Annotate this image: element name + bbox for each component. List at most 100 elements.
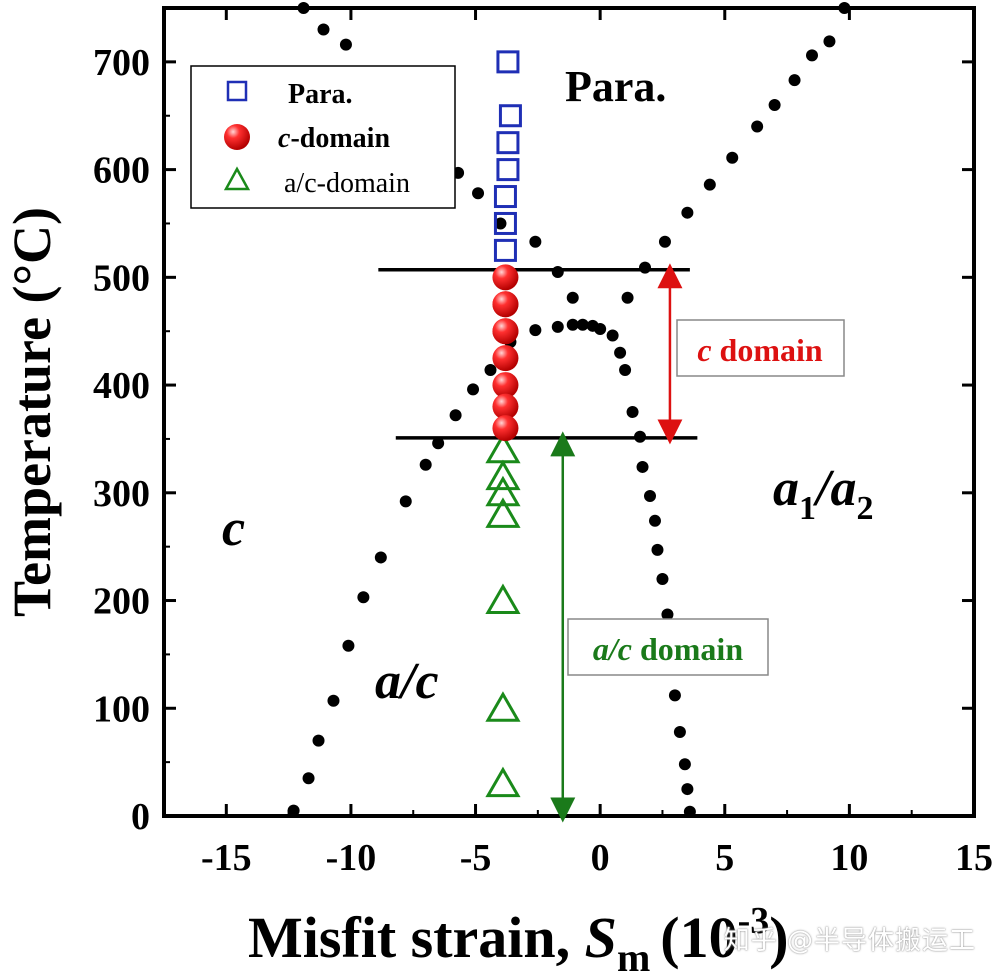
arrows-group [550,263,683,823]
reference-lines-group [378,268,698,440]
boundary-point [566,291,579,304]
boundary-point [432,437,445,450]
boundary-point [681,783,694,796]
c-domain-point [492,345,519,372]
ac-domain-annotation: a/c domain [567,618,769,676]
legend-para-marker [226,80,248,102]
boundary-point [357,591,370,604]
x-tick-group: -15 -10 -5 0 5 10 15 [163,8,993,879]
x-axis-title: Misfit strain, Sm (10-3) [248,900,789,980]
region-label-para: Para. [565,62,666,111]
boundary-point [681,206,694,219]
c-domain-point [492,264,519,291]
x-tick-label: 10 [830,837,868,879]
para-point [498,104,522,128]
boundary-point [823,35,836,48]
boundary-point [494,217,507,230]
boundary-point [838,2,851,14]
boundary-point [768,98,781,111]
y-tick-group: 0 100 200 300 400 500 600 700 [93,42,974,838]
x-axis-title-symbol: S [585,905,617,970]
c-domain-point [492,291,519,318]
boundary-point [726,151,739,164]
ac-domain-annotation-text: domain [632,631,743,667]
c-domain-point [492,415,519,442]
c-domain-annotation-text: domain [712,332,823,368]
boundary-point [606,329,619,342]
a1a2-a: a [773,460,799,517]
boundary-point [566,318,579,331]
boundary-point [639,261,652,274]
boundary-point [636,460,649,473]
data-series-group [485,50,522,798]
boundary-point [419,458,432,471]
c-domain-annotation: c domain [676,319,845,377]
boundary-point [449,409,462,422]
boundary-point [644,490,656,503]
para-point [493,211,517,235]
region-label-a1a2: a1/a2 [773,460,873,527]
legend-para-label: Para. [288,79,353,110]
boundary-point [484,363,497,376]
boundary-point [529,324,542,337]
region-label-ac: a/c [375,653,439,710]
boundary-point [658,235,671,248]
y-tick-label: 200 [93,581,150,623]
boundary-point [399,495,412,508]
boundary-point [626,406,639,418]
watermark: 知乎 @半导体搬运工 [723,926,976,956]
svg-text:c domain: c domain [697,332,823,368]
legend-c-domain-label: c-domain [278,123,390,154]
ac-domain-point [485,475,521,507]
boundary-point [374,551,387,564]
c-domain-annotation-prefix: c [697,332,711,368]
region-label-c: c [222,500,245,557]
ac-domain-point [485,766,521,798]
boundary-point [673,725,686,738]
x-tick-label: -5 [460,837,492,879]
boundary-point [703,178,716,191]
y-tick-label: 700 [93,42,150,84]
a1a2-slash: /a [812,460,856,517]
y-tick-label: 0 [131,796,150,838]
boundary-point [619,363,632,376]
boundary-point [297,2,310,14]
ac-domain-annotation-prefix: a/c [593,631,632,667]
legend-c-domain-prefix: c [278,123,291,154]
y-tick-label: 400 [93,365,150,407]
y-tick-label: 500 [93,257,150,299]
x-tick-label: 15 [955,837,993,879]
c-domain-point [492,393,519,420]
ac-domain-point [485,459,521,491]
y-tick-label: 300 [93,473,150,515]
boundary-point [594,323,607,336]
boundary-point [668,689,681,702]
boundary-point [317,23,330,36]
para-point [493,238,517,262]
boundary-point [312,734,325,747]
boundary-point [472,187,485,200]
c-domain-point [492,372,519,399]
ac-domain-point [485,497,521,528]
legend-ac-domain-label: a/c-domain [284,168,410,199]
legend: Para. c-domain a/c-domain [190,65,456,209]
boundary-point [327,694,340,707]
boundary-point [529,235,542,248]
a1a2-sub2: 2 [856,490,873,527]
para-point [493,185,517,209]
para-point [496,131,520,155]
y-axis-title: Temperature (°C) [2,207,62,617]
boundary-point [683,805,696,818]
x-axis-title-unit-close: ) [769,905,788,970]
x-axis-title-unit: (10 [660,905,737,970]
boundary-point [621,291,634,304]
boundary-point [551,320,564,333]
boundary-point [806,49,818,62]
svg-text:a/c domain: a/c domain [593,631,743,667]
x-axis-title-subscript: m [617,935,650,980]
boundary-point [342,639,355,652]
para-point [496,50,520,74]
boundary-point [678,758,691,771]
boundary-point [576,318,589,331]
y-tick-label: 100 [93,688,150,730]
